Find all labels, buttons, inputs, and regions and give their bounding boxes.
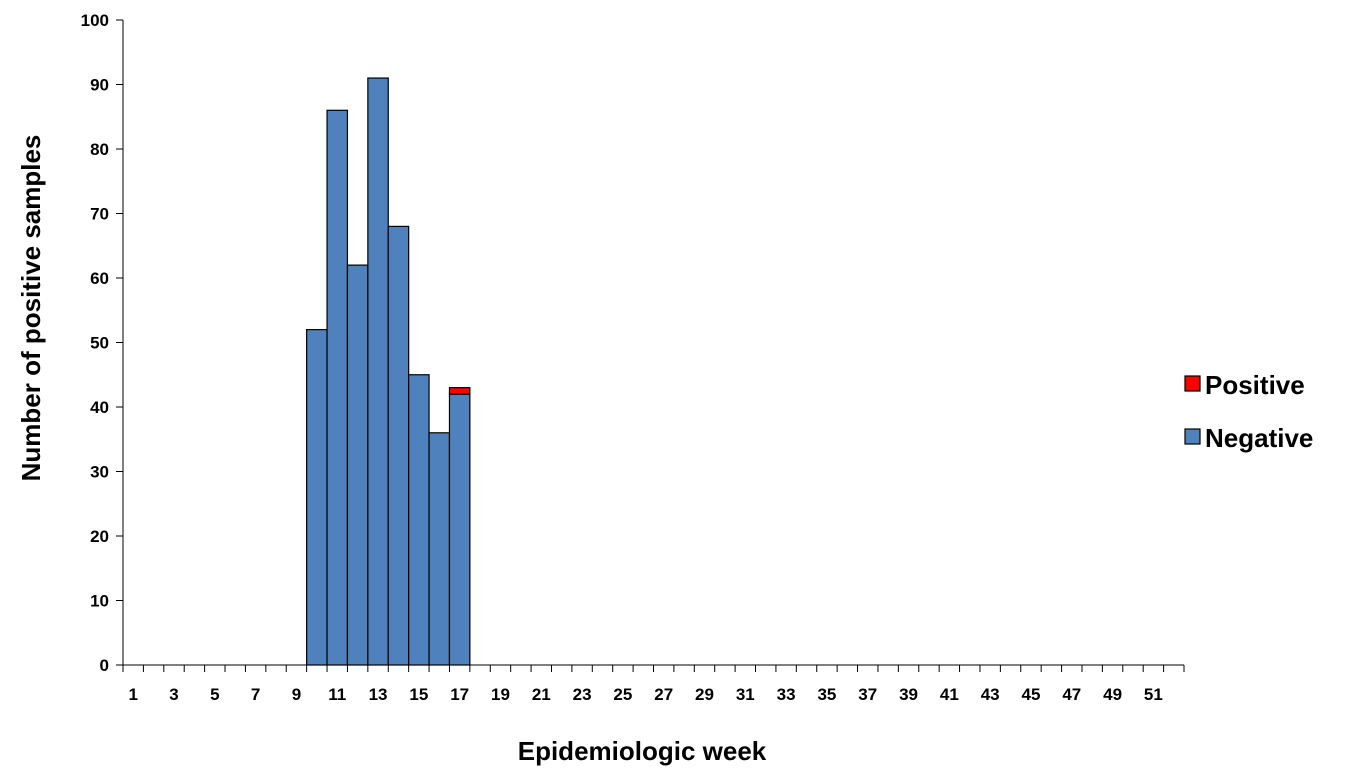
x-tick-label: 7 — [251, 685, 260, 704]
bar-positive-week-17 — [448, 387, 471, 395]
x-tick-label: 5 — [210, 685, 219, 704]
legend-swatch-negative — [1184, 428, 1201, 445]
legend-label-positive: Positive — [1205, 370, 1305, 400]
y-ticks: 0 10 20 30 40 50 60 70 80 90 100 — [81, 11, 123, 675]
x-tick-label: 23 — [573, 685, 592, 704]
x-tick-label: 15 — [409, 685, 428, 704]
x-tick-label: 19 — [491, 685, 510, 704]
bars-group — [306, 77, 471, 666]
bar-negative-week-12 — [346, 264, 369, 666]
y-axis-title: Number of positive samples — [16, 135, 46, 482]
x-tick-label: 37 — [858, 685, 877, 704]
y-tick-label: 60 — [90, 269, 109, 288]
x-tick-label: 49 — [1103, 685, 1122, 704]
bar-negative-week-14 — [387, 225, 410, 666]
y-tick-label: 90 — [90, 76, 109, 95]
x-tick-label: 13 — [369, 685, 388, 704]
bar-negative-week-15 — [408, 374, 430, 666]
x-tick-label: 43 — [981, 685, 1000, 704]
legend-label-negative: Negative — [1205, 423, 1313, 453]
bar-negative-week-17 — [448, 393, 471, 666]
y-tick-label: 70 — [90, 205, 109, 224]
x-tick-label: 27 — [654, 685, 673, 704]
x-tick-label: 33 — [777, 685, 796, 704]
legend: Positive Negative — [1184, 370, 1313, 453]
x-tick-label: 1 — [128, 685, 137, 704]
y-tick-label: 0 — [100, 656, 109, 675]
y-tick-label: 20 — [90, 527, 109, 546]
legend-swatch-positive — [1184, 375, 1201, 392]
bar-negative-week-10 — [306, 329, 328, 666]
y-tick-label: 50 — [90, 334, 109, 353]
x-tick-label: 39 — [899, 685, 918, 704]
x-tick-label: 25 — [613, 685, 632, 704]
y-tick-label: 30 — [90, 463, 109, 482]
y-tick-label: 10 — [90, 592, 109, 611]
x-tick-label: 29 — [695, 685, 714, 704]
x-tick-label: 9 — [292, 685, 301, 704]
x-tick-label: 3 — [169, 685, 178, 704]
x-tick-label: 51 — [1144, 685, 1163, 704]
x-tick-label: 21 — [532, 685, 551, 704]
bar-negative-week-13 — [367, 77, 389, 666]
bar-negative-week-11 — [326, 109, 349, 666]
x-axis-title: Epidemiologic week — [518, 736, 767, 766]
x-ticks: 1 3 5 7 9 11 13 15 17 19 21 23 25 27 29 31 33 35 37 39 41 43 4… — [122, 665, 1185, 704]
x-tick-label: 11 — [328, 685, 346, 704]
x-tick-label: 17 — [450, 685, 469, 704]
x-tick-label: 47 — [1062, 685, 1081, 704]
x-tick-label: 41 — [940, 685, 959, 704]
x-tick-label: 45 — [1022, 685, 1041, 704]
x-tick-label: 31 — [736, 685, 755, 704]
bar-negative-week-16 — [428, 432, 451, 666]
y-tick-label: 80 — [90, 140, 109, 159]
x-tick-label: 35 — [817, 685, 836, 704]
y-tick-label: 100 — [81, 11, 109, 30]
y-tick-label: 40 — [90, 398, 109, 417]
